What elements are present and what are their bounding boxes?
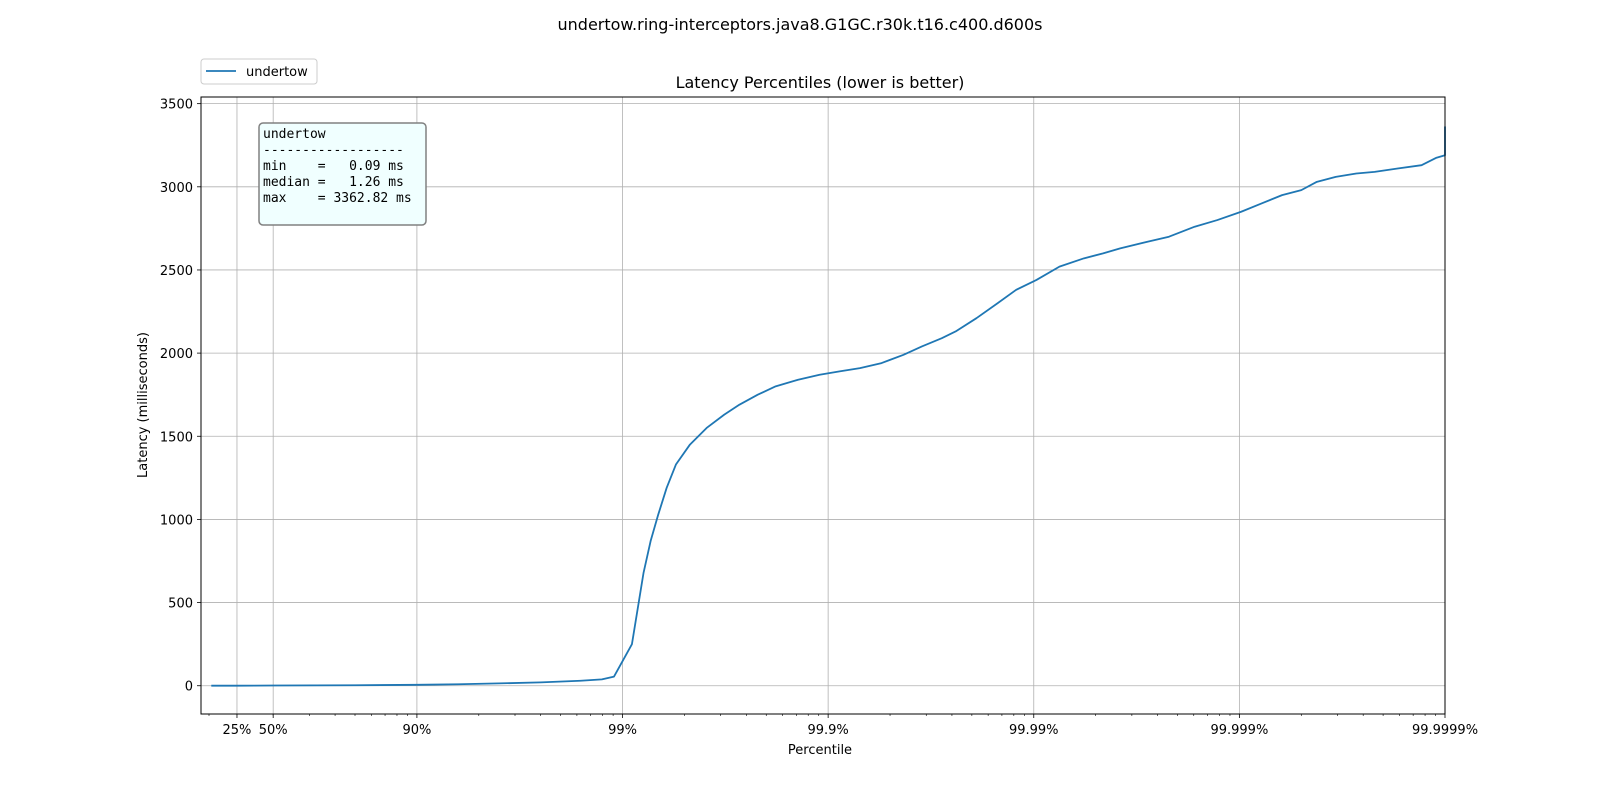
- y-axis-label: Latency (milliseconds): [136, 332, 151, 478]
- stats-line-median: median = 1.26 ms: [263, 175, 404, 190]
- y-tick-label: 3000: [160, 181, 193, 196]
- chart-suptitle: undertow.ring-interceptors.java8.G1GC.r3…: [558, 15, 1043, 34]
- x-tick-label: 99.9%: [807, 723, 848, 738]
- y-tick-label: 1000: [160, 513, 193, 528]
- y-tick-label: 0: [185, 680, 193, 695]
- x-tick-label: 99.9999%: [1412, 723, 1478, 738]
- x-axis-label: Percentile: [788, 743, 852, 758]
- y-axis-ticks: 0 500 1000 1500 2000 2500 3000 3500: [160, 98, 201, 695]
- plot-frame: [200, 96, 1446, 715]
- chart-title: Latency Percentiles (lower is better): [676, 73, 965, 92]
- stats-box: undertow ------------------ min = 0.09 m…: [258, 122, 427, 226]
- stats-line-min: min = 0.09 ms: [263, 159, 404, 174]
- y-tick-label: 1500: [160, 430, 193, 445]
- stats-line-title: undertow: [263, 127, 326, 142]
- x-tick-label: 99%: [608, 723, 637, 738]
- legend-frame: [200, 58, 318, 85]
- x-tick-label: 99.999%: [1210, 723, 1268, 738]
- legend-label-undertow: undertow: [246, 65, 308, 80]
- x-tick-label: 90%: [402, 723, 431, 738]
- x-tick-label: 25%: [223, 723, 252, 738]
- y-tick-label: 3500: [160, 98, 193, 113]
- x-axis-ticks: 25% 50% 90% 99% 99.9% 99.99% 99.999% 99.9999%: [208, 714, 1478, 738]
- y-tick-label: 2000: [160, 347, 193, 362]
- y-tick-label: 2500: [160, 264, 193, 279]
- stats-line-separator: ------------------: [263, 143, 404, 158]
- x-tick-label: 50%: [259, 723, 288, 738]
- stats-box-frame: [258, 122, 427, 226]
- legend: undertow: [200, 58, 318, 85]
- x-tick-label: 99.99%: [1009, 723, 1059, 738]
- stats-line-max: max = 3362.82 ms: [263, 191, 412, 206]
- y-tick-label: 500: [168, 597, 193, 612]
